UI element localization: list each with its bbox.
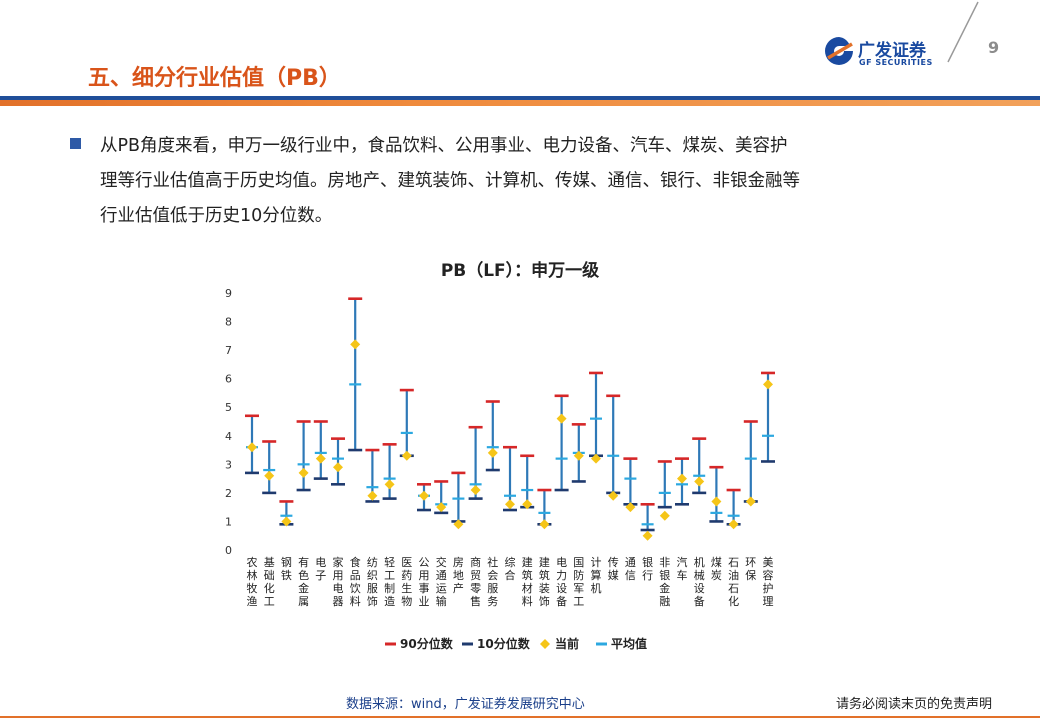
current-mark [505, 499, 515, 510]
x-tick-label: 钢铁 [281, 556, 292, 582]
x-tick-label: 社会服务 [487, 555, 498, 608]
current-mark [401, 450, 412, 461]
x-tick-label: 公用事业 [419, 556, 430, 608]
current-mark [677, 473, 687, 484]
x-tick-label: 通信 [625, 556, 636, 582]
current-mark [642, 530, 653, 541]
header-rule-orange [0, 100, 1040, 106]
page-number: 9 [988, 38, 1000, 57]
disclaimer-link[interactable]: 请务必阅读末页的免责声明 [836, 697, 993, 712]
footer-rule [0, 716, 1040, 718]
current-mark [419, 490, 429, 501]
y-tick-label: 0 [225, 544, 232, 557]
x-tick-label: 农林牧渔 [247, 555, 258, 608]
gf-logo-icon [825, 37, 853, 65]
y-tick-label: 6 [225, 373, 232, 386]
y-tick-label: 1 [225, 515, 232, 528]
x-tick-label: 非银金融 [659, 556, 670, 608]
y-tick-label: 2 [225, 487, 232, 500]
x-tick-label: 交通运输 [436, 555, 447, 608]
header-rule-blue [0, 96, 1040, 100]
current-mark [745, 496, 756, 507]
bullet-line: 理等行业估值高于历史均值。房地产、建筑装饰、计算机、传媒、通信、银行、非银金融等 [100, 171, 800, 191]
legend-label: 平均值 [611, 636, 647, 651]
x-tick-label: 计算机 [591, 556, 602, 595]
current-mark [694, 476, 705, 487]
x-tick-label: 有色金属 [298, 555, 309, 608]
header-divider-slash [947, 1, 979, 63]
current-mark [556, 413, 567, 424]
y-tick-label: 3 [225, 458, 232, 471]
current-mark [728, 519, 739, 530]
current-mark [591, 453, 601, 464]
current-mark [608, 490, 619, 501]
current-mark [487, 447, 498, 458]
x-tick-label: 国防军工 [573, 556, 584, 608]
x-tick-label: 煤炭 [711, 556, 722, 582]
x-tick-label: 电子 [315, 556, 326, 582]
logo-text-cn: 广发证券 [858, 41, 926, 61]
current-mark [763, 379, 773, 390]
current-mark [453, 519, 464, 530]
x-tick-label: 房地产 [453, 556, 464, 595]
current-mark [350, 339, 361, 350]
y-tick-label: 4 [225, 430, 232, 443]
x-tick-label: 医药生物 [401, 556, 412, 608]
current-mark [659, 510, 670, 521]
page-title: 五、细分行业估值（PB） [88, 66, 341, 91]
x-tick-label: 美容护理 [763, 556, 774, 608]
bullet-square-icon [70, 138, 81, 149]
y-tick-label: 9 [225, 287, 232, 300]
x-tick-label: 商贸零售 [470, 555, 481, 608]
x-tick-label: 环保 [745, 556, 756, 582]
legend-label: 90分位数 [400, 636, 454, 651]
pb-range-chart: PB（LF）：申万一级 0 1 2 3 4 5 6 7 8 9 农林牧渔基础化工钢铁有色金属电子家用电… [225, 260, 775, 651]
bullet-line: 从PB角度来看，申万一级行业中，食品饮料、公用事业、电力设备、汽车、煤炭、美容护 [100, 136, 788, 156]
x-tick-label: 汽车 [677, 555, 688, 582]
x-tick-label: 轻工制造 [384, 555, 395, 608]
x-tick-label: 石油石化 [728, 556, 739, 608]
x-tick-label: 传媒 [608, 556, 619, 582]
current-mark [298, 467, 309, 478]
legend-label: 当前 [555, 636, 579, 651]
x-tick-label: 综合 [505, 555, 516, 582]
current-mark [573, 450, 584, 461]
current-mark [436, 502, 447, 513]
current-mark [711, 496, 722, 507]
current-mark [247, 442, 257, 453]
x-tick-label: 食品饮料 [350, 555, 361, 608]
y-tick-label: 5 [225, 401, 232, 414]
bullet-paragraph: 从PB角度来看，申万一级行业中，食品饮料、公用事业、电力设备、汽车、煤炭、美容护… [100, 129, 960, 234]
x-tick-label: 建筑装饰 [539, 555, 550, 608]
current-mark [384, 479, 395, 490]
bullet-line: 行业估值低于历史10分位数。 [100, 206, 333, 226]
current-mark [367, 490, 378, 501]
current-mark [315, 453, 326, 464]
current-mark [470, 485, 481, 496]
x-tick-label: 机械设备 [694, 555, 705, 608]
current-mark [333, 462, 343, 473]
logo-text-en: GF SECURITIES [859, 58, 933, 67]
gf-logo: 广发证券 GF SECURITIES [822, 34, 942, 70]
y-tick-label: 7 [225, 344, 232, 357]
current-mark [522, 499, 533, 510]
x-tick-label: 纺织服饰 [367, 555, 378, 608]
legend-swatch [540, 639, 550, 649]
x-tick-label: 家用电器 [333, 555, 344, 608]
x-tick-label: 基础化工 [264, 556, 275, 608]
current-mark [281, 516, 292, 527]
data-source: 数据来源：wind，广发证券发展研究中心 [346, 697, 585, 712]
current-mark [539, 519, 550, 530]
x-tick-label: 电力设备 [556, 556, 567, 608]
current-mark [264, 470, 275, 481]
chart-title: PB（LF）：申万一级 [441, 260, 599, 281]
y-tick-label: 8 [225, 316, 232, 329]
x-tick-label: 建筑材料 [522, 555, 533, 608]
x-tick-label: 银行 [642, 555, 653, 582]
legend-label: 10分位数 [477, 636, 531, 651]
current-mark [625, 502, 636, 513]
